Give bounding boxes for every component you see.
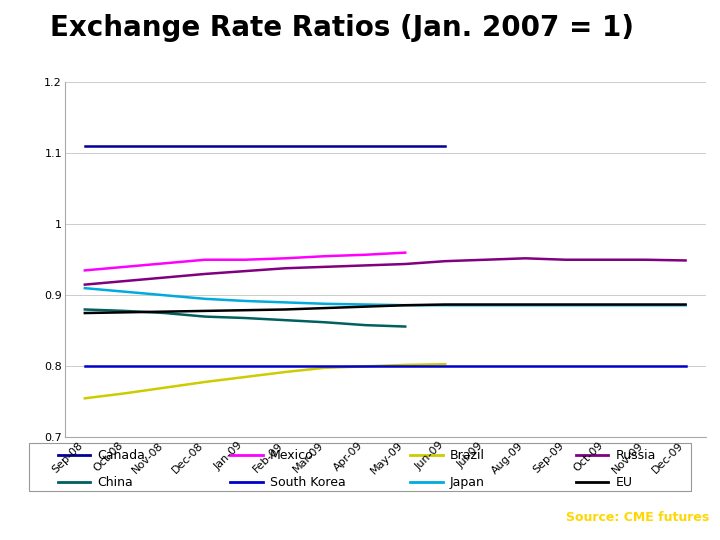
Text: Iowa State University: Iowa State University (11, 507, 193, 521)
Text: South Korea: South Korea (270, 476, 346, 489)
Text: China: China (97, 476, 133, 489)
Text: EU: EU (616, 476, 633, 489)
Text: Department of Economics: Department of Economics (11, 526, 147, 536)
Text: Russia: Russia (616, 449, 656, 462)
Text: Japan: Japan (450, 476, 485, 489)
Text: Brazil: Brazil (450, 449, 485, 462)
Text: Source: CME futures: Source: CME futures (566, 510, 709, 524)
Text: Mexico: Mexico (270, 449, 314, 462)
Text: Canada: Canada (97, 449, 145, 462)
Text: Exchange Rate Ratios (Jan. 2007 = 1): Exchange Rate Ratios (Jan. 2007 = 1) (50, 14, 634, 42)
